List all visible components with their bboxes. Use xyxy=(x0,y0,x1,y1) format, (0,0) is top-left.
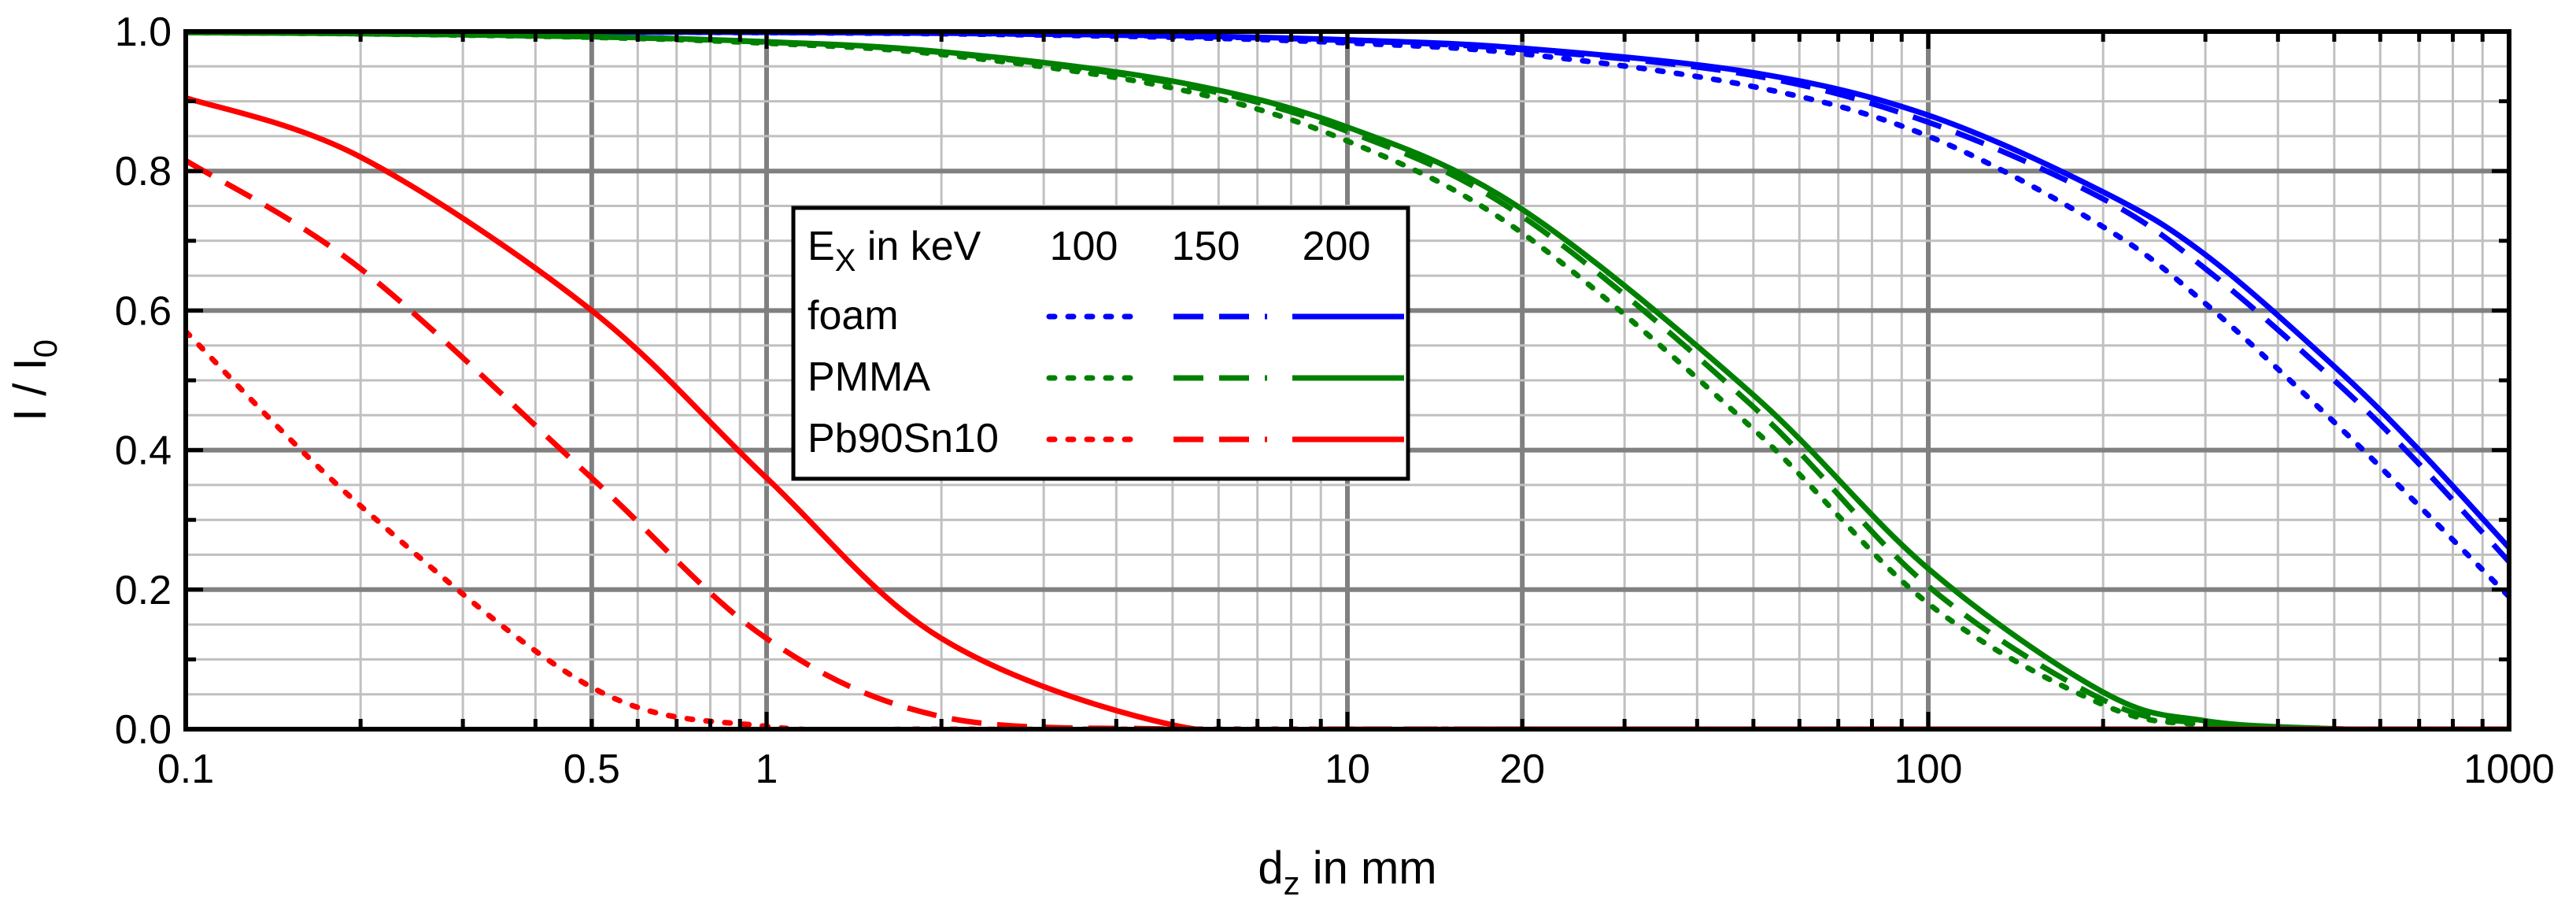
legend-label-foam: foam xyxy=(808,293,899,339)
ticks xyxy=(183,29,2511,732)
x-tick-label: 20 xyxy=(1499,746,1545,792)
x-tick-label: 100 xyxy=(1894,746,1963,792)
series-pb90sn10-200kev xyxy=(186,94,2509,729)
y-tick-label: 0.0 xyxy=(115,707,172,753)
legend-energy-100: 100 xyxy=(1050,224,1118,269)
y-tick-label: 0.6 xyxy=(115,288,172,334)
tick-labels: 0.1 0.5 1 10 20 100 1000 0.0 0.2 0.4 0.6 0.8 1.0 xyxy=(115,9,2555,792)
x-tick-label: 1000 xyxy=(2463,746,2555,792)
series-pb90sn10-150kev xyxy=(186,157,2509,729)
y-tick-label: 0.4 xyxy=(115,428,172,474)
y-axis-title: I / I0 xyxy=(5,339,64,421)
legend: EX in keV 100 150 200 foam PMMA Pb90Sn10 xyxy=(791,206,1410,481)
legend-energy-200: 200 xyxy=(1303,224,1371,269)
legend-energy-150: 150 xyxy=(1172,224,1240,269)
y-tick-label: 1.0 xyxy=(115,9,172,55)
legend-lines xyxy=(1046,313,1404,443)
legend-label-pmma: PMMA xyxy=(808,354,930,400)
y-tick-label: 0.2 xyxy=(115,568,172,613)
y-tick-label: 0.8 xyxy=(115,149,172,194)
x-tick-label: 0.1 xyxy=(157,746,214,792)
x-tick-label: 10 xyxy=(1325,746,1370,792)
x-tick-label: 0.5 xyxy=(564,746,620,792)
series-pb90sn10-100kev xyxy=(186,328,2509,729)
legend-label-pb90sn10: Pb90Sn10 xyxy=(808,416,999,461)
legend-header: EX in keV xyxy=(808,224,981,278)
legend-box xyxy=(791,206,1410,481)
x-tick-label: 1 xyxy=(756,746,778,792)
x-axis-title: dz in mm xyxy=(1258,843,1436,902)
